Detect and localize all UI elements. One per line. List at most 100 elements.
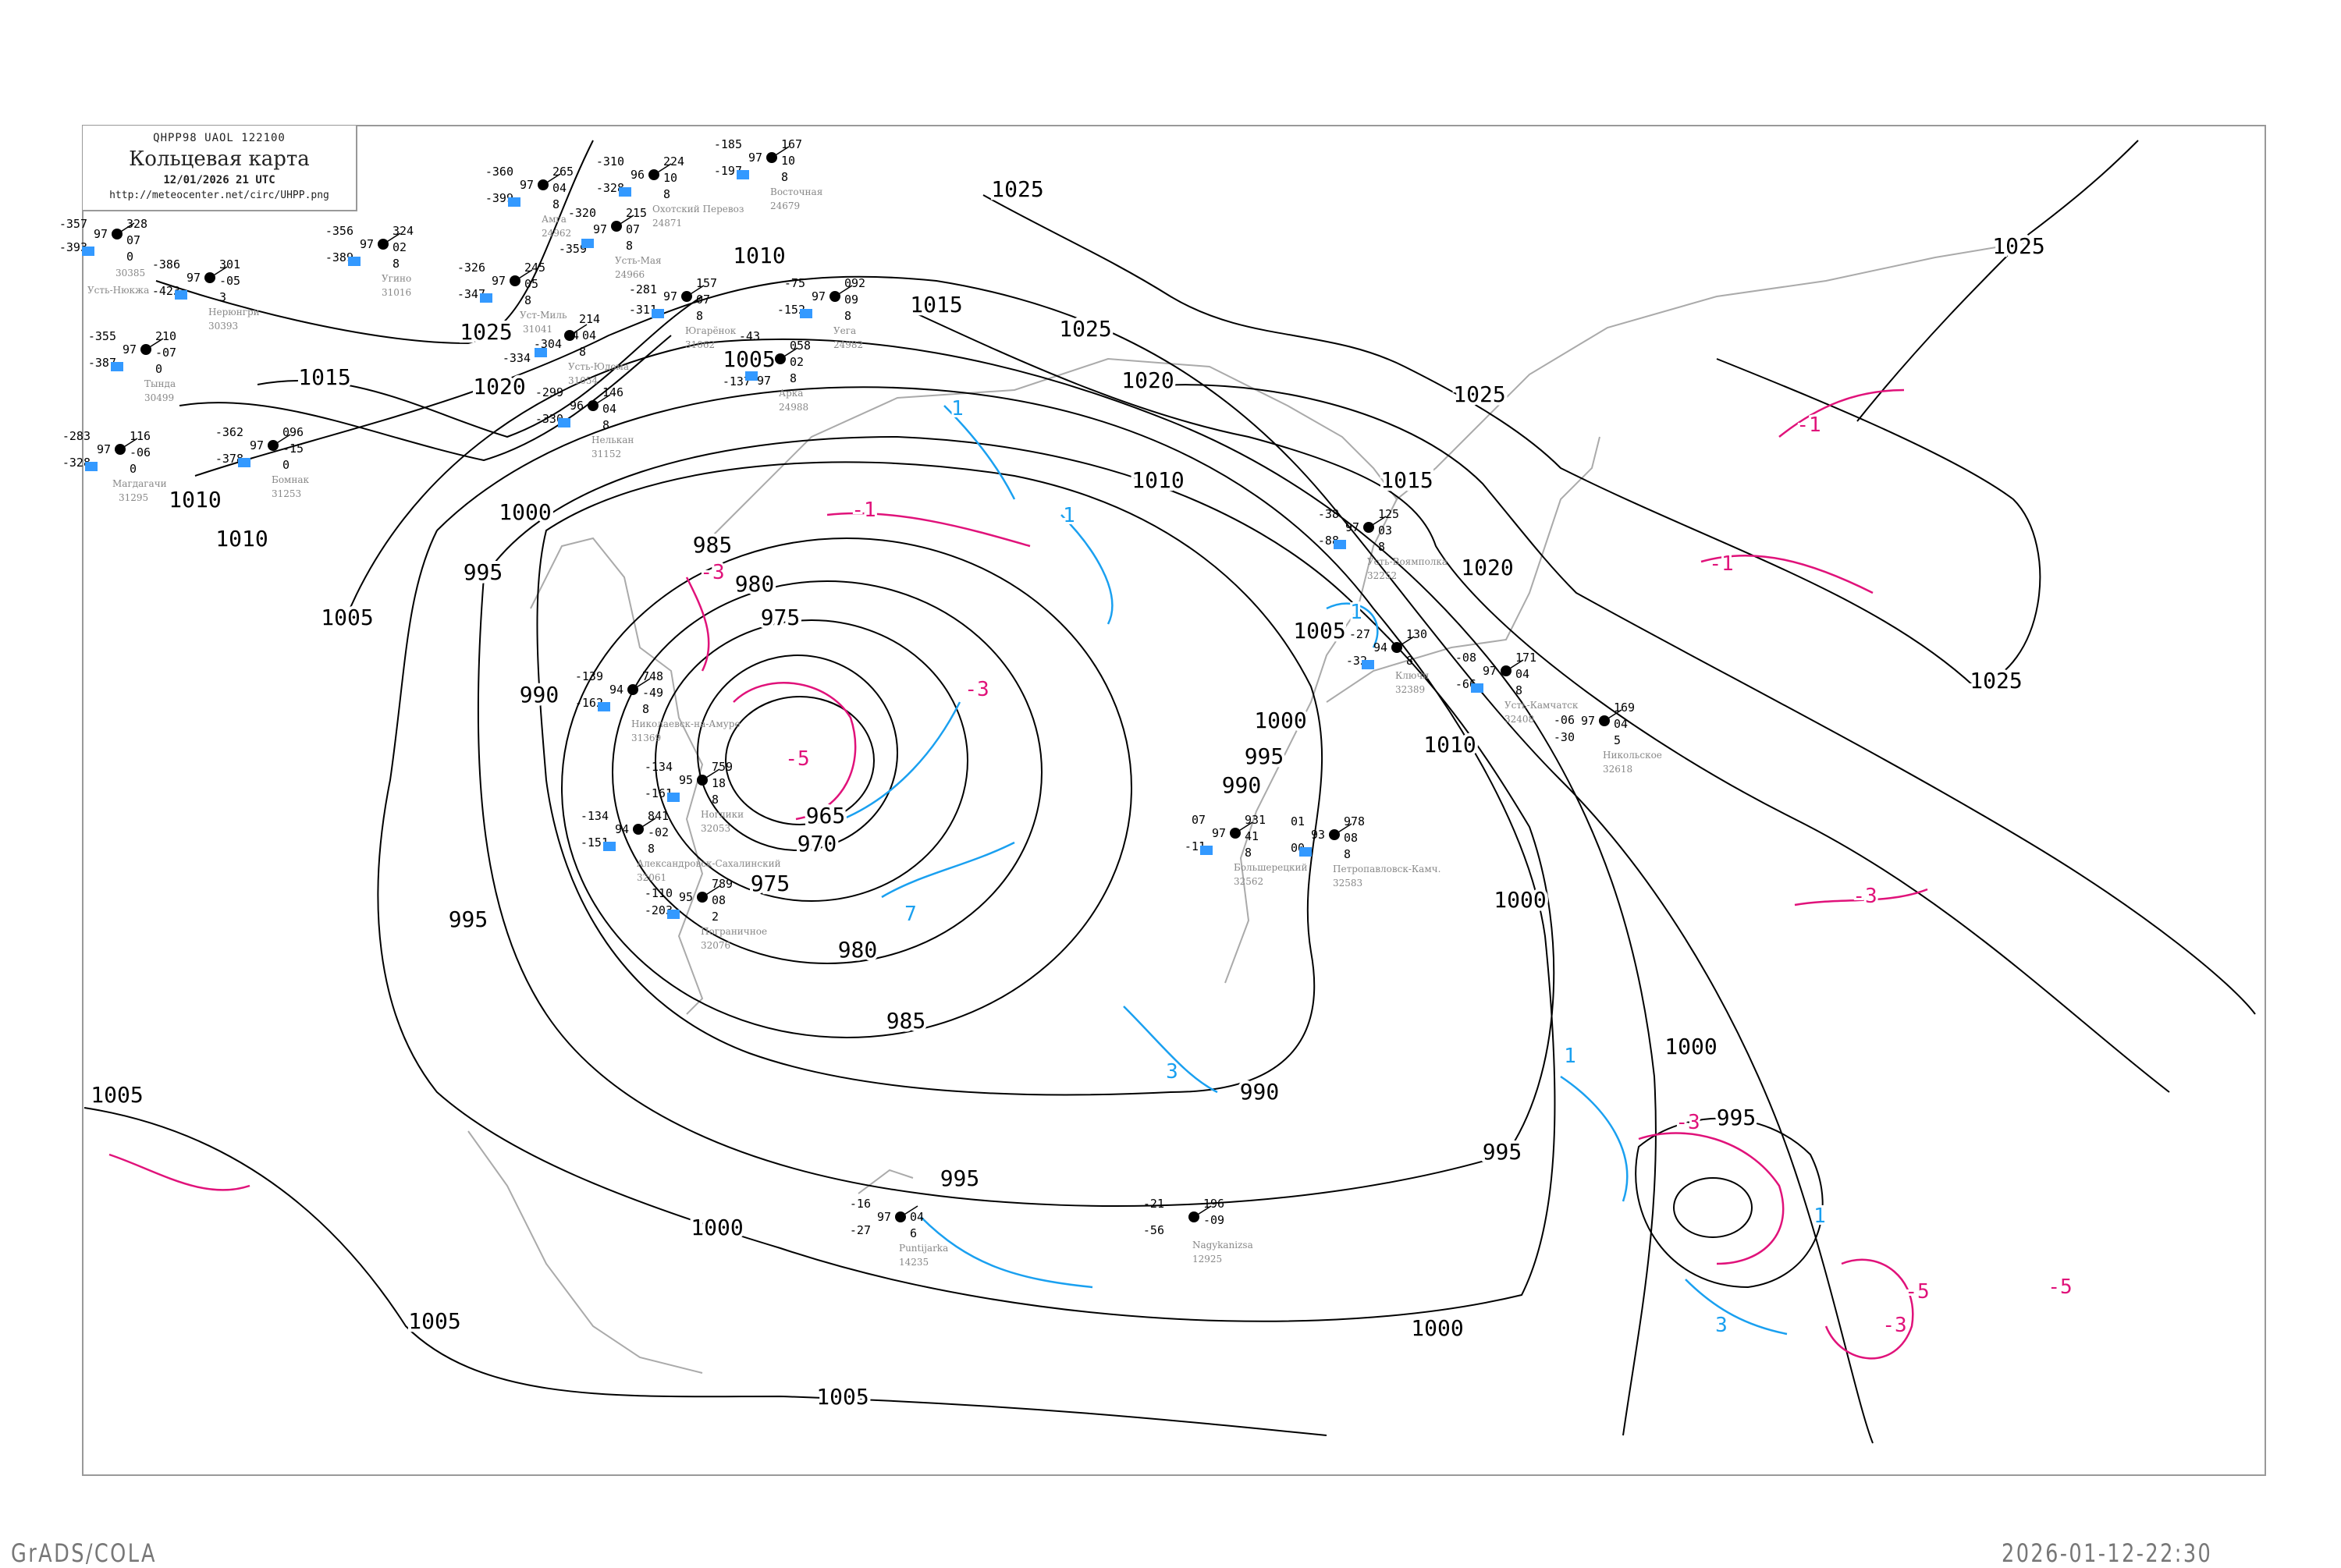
wind-barb-icon [1368,516,1387,528]
isobar-1025 [155,140,2139,688]
station-32618[interactable]: -06 97 -30 169 04 5 Никольское 32618 [1554,701,1662,775]
station-p: 931 [1245,813,1266,827]
station-31062[interactable]: -281 97 -311 157 07 8 Югарёнок 31062 [629,276,737,350]
station-24988[interactable]: -43 97 -137 058 02 8 Арка 24988 [723,329,811,413]
station-td: -328 [596,181,624,195]
station-name: Бомнак [272,474,310,485]
isotherm-label: -3 [964,678,989,701]
isobar-label: 1010 [733,243,785,268]
station-12925[interactable]: -21 -56 196 -09 Nagykanizsa 12925 [1143,1197,1253,1265]
station-id: 32389 [1395,684,1425,695]
isotherm-negative [733,682,857,821]
station-id: 32583 [1333,878,1362,889]
station-vis: 95 [679,890,693,904]
isobar-label: 1015 [1380,467,1433,493]
station-td: -378 [215,452,243,466]
station-24966[interactable]: -320 97 -359 215 07 8 Усть-Мая 24966 [559,206,662,280]
station-31016[interactable]: -356 97 -389 324 02 8 Угино 31016 [325,224,414,298]
isotherm-label: 1 [1063,504,1075,527]
station-td: -387 [88,356,116,370]
station-id: 31016 [382,287,411,298]
station-name: Усть-Мая [615,255,662,266]
station-31369[interactable]: -139 94 -162 748 -49 8 Николаевск-на-Амуре 3136… [575,669,741,743]
station-30385[interactable]: -357 97 -393 328 07 0 Усть-Нюкжа 30385 [59,217,149,296]
coastline [530,537,704,1015]
station-30393[interactable]: -386 97 -423 301 -05 3 Нерюнгри 30393 [152,257,260,332]
isobar-label: 985 [693,532,733,558]
wind-barb-icon [616,215,634,227]
station-n: 2 [712,910,719,924]
station-31295[interactable]: -283 97 -328 116 -06 0 Магдагачи 31295 [62,429,167,503]
station-tend: 03 [1378,523,1392,537]
station-p: 214 [579,312,600,326]
station-td: -30 [1554,730,1575,744]
station-t: -355 [88,329,116,343]
station-name: Арка [779,388,803,399]
station-31152[interactable]: -299 96 -330 146 04 8 Нелькан 31152 [535,385,634,459]
wind-barb-icon [686,285,705,297]
station-t: -326 [457,261,485,275]
isobar-label: 995 [1483,1139,1522,1165]
station-n: 0 [155,362,162,376]
station-31041[interactable]: -326 97 -347 245 05 8 Уст-Миль 31041 [457,261,567,335]
station-name: Усть-Юдома [568,361,629,372]
station-td: -56 [1143,1223,1164,1237]
station-p: 215 [626,206,647,220]
station-vis: 97 [250,438,264,452]
wind-barb-icon [653,163,672,176]
station-vis: 97 [1212,826,1226,840]
isotherm-label: 1 [1350,601,1362,624]
isotherm-positive [920,1216,1093,1289]
station-tend: 02 [790,355,804,369]
station-32053[interactable]: -134 95 -161 759 18 8 Ноглики 32053 [645,760,744,834]
station-marker-icon [82,247,94,256]
station-id: 32076 [701,940,730,951]
isobar-1010 [194,275,1874,1444]
station-vis: 94 [1373,640,1387,655]
station-vis: 97 [94,227,108,241]
station-24871[interactable]: -310 96 -328 224 10 8 Охотский Перевоз 24871 [596,154,744,229]
station-marker-icon [111,362,123,371]
station-30499[interactable]: -355 97 -387 210 -07 0 Тында 30499 [88,329,176,403]
bulletin-code: QHPP98 UAOL 122100 [153,132,286,144]
station-24962[interactable]: -360 97 -399 265 04 8 Амга 24962 [485,165,574,239]
station-td: -137 [723,374,751,388]
station-marker-icon [619,187,631,197]
station-marker-icon [1362,660,1374,669]
station-p: 245 [524,261,545,275]
station-td: -152 [777,303,805,317]
wind-barb-icon [272,434,291,446]
station-p: 167 [781,137,802,151]
isotherm-label: -1 [1796,413,1821,437]
isobar-label: 1025 [1059,316,1111,342]
station-name: Нерюнгри [208,307,260,318]
station-32061[interactable]: -134 94 -151 841 -02 8 Александровск-Сахалинск… [581,809,781,883]
station-td: -161 [645,786,673,800]
station-32076[interactable]: -110 95 -203 789 08 2 Пограничное 32076 [645,877,767,951]
station-24982[interactable]: -75 97 -152 092 09 8 Уега 24982 [777,276,865,350]
station-name: Югарёнок [685,325,737,336]
isotherm-positive [1685,1279,1788,1336]
station-marker-icon [348,257,361,266]
station-tend: 07 [626,222,640,236]
station-p: 125 [1378,507,1399,521]
station-tend: 04 [1614,717,1628,731]
station-31253[interactable]: -362 97 -378 096 -15 0 Бомнак 31253 [215,425,310,499]
isobar-label: 1010 [169,487,221,513]
station-tend: -15 [282,442,304,456]
isotherm-label: 1 [951,397,964,420]
isotherm-positive [1326,602,1379,648]
isobar-label: 1005 [723,346,775,372]
station-14235[interactable]: -16 97 -27 04 6 Puntijarka 14235 [850,1197,948,1268]
station-24679[interactable]: -185 97 -197 167 10 8 Восточная 24679 [714,137,822,211]
station-marker-icon [745,371,758,381]
station-t: -139 [575,669,603,683]
station-id: 31253 [272,488,301,499]
